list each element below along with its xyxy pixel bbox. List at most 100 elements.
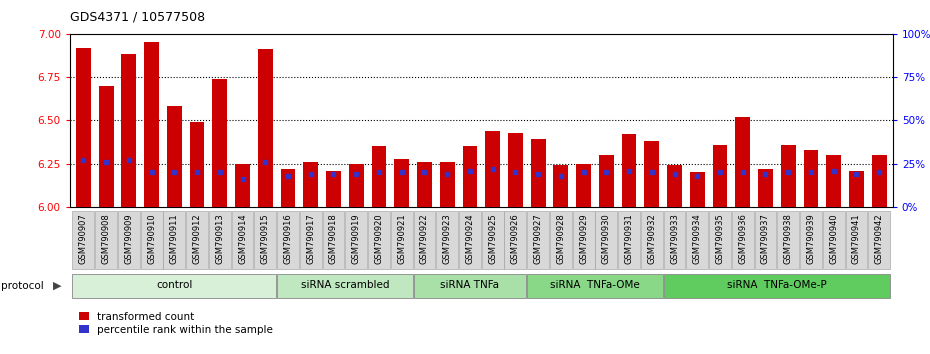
Bar xyxy=(299,211,322,269)
Bar xyxy=(140,211,163,269)
Text: GSM790912: GSM790912 xyxy=(193,213,202,264)
Text: GSM790925: GSM790925 xyxy=(488,213,498,264)
Bar xyxy=(462,147,477,207)
Bar xyxy=(826,155,841,207)
Bar xyxy=(849,171,864,207)
Bar xyxy=(95,211,117,269)
Bar xyxy=(732,211,753,269)
Bar xyxy=(618,211,640,269)
Text: GSM790907: GSM790907 xyxy=(79,213,88,264)
Bar xyxy=(482,211,503,269)
Text: GSM790940: GSM790940 xyxy=(830,213,838,264)
Bar xyxy=(167,107,181,207)
Bar xyxy=(641,211,663,269)
Bar xyxy=(391,211,413,269)
Text: GSM790927: GSM790927 xyxy=(534,213,542,264)
Bar xyxy=(577,164,591,207)
Bar xyxy=(372,147,386,207)
Bar xyxy=(527,274,663,298)
Text: GSM790933: GSM790933 xyxy=(670,213,679,264)
Text: siRNA TNFa: siRNA TNFa xyxy=(441,280,499,290)
Text: GSM790931: GSM790931 xyxy=(625,213,633,264)
Bar xyxy=(823,211,844,269)
Bar xyxy=(621,134,636,207)
Bar xyxy=(323,211,344,269)
Bar xyxy=(599,155,614,207)
Bar xyxy=(440,162,455,207)
Text: GSM790934: GSM790934 xyxy=(693,213,702,264)
Text: GSM790926: GSM790926 xyxy=(511,213,520,264)
Text: siRNA scrambled: siRNA scrambled xyxy=(300,280,389,290)
Bar xyxy=(144,42,159,207)
Text: control: control xyxy=(156,280,193,290)
Text: GSM790924: GSM790924 xyxy=(465,213,474,264)
Bar xyxy=(277,211,299,269)
Bar xyxy=(845,211,868,269)
Bar xyxy=(368,211,390,269)
Bar xyxy=(754,211,777,269)
Bar xyxy=(777,211,799,269)
Bar xyxy=(164,211,185,269)
Bar xyxy=(573,211,594,269)
Bar xyxy=(186,211,208,269)
Text: GSM790941: GSM790941 xyxy=(852,213,861,264)
Bar xyxy=(531,139,546,207)
Bar xyxy=(869,211,890,269)
Text: GSM790910: GSM790910 xyxy=(147,213,156,264)
Bar xyxy=(212,79,227,207)
Bar xyxy=(667,165,682,207)
Bar xyxy=(758,169,773,207)
Text: GSM790911: GSM790911 xyxy=(170,213,179,264)
Text: GSM790936: GSM790936 xyxy=(738,213,747,264)
Bar xyxy=(235,164,250,207)
Bar xyxy=(712,145,727,207)
Text: GSM790937: GSM790937 xyxy=(761,213,770,264)
Bar xyxy=(550,211,572,269)
Bar xyxy=(527,211,549,269)
Text: GSM790928: GSM790928 xyxy=(556,213,565,264)
Bar xyxy=(303,162,318,207)
Bar xyxy=(394,159,409,207)
Bar xyxy=(190,122,205,207)
Bar xyxy=(553,165,568,207)
Text: GSM790913: GSM790913 xyxy=(216,213,224,264)
Text: GDS4371 / 10577508: GDS4371 / 10577508 xyxy=(70,11,205,24)
Bar xyxy=(118,211,140,269)
Text: GSM790929: GSM790929 xyxy=(579,213,588,264)
Bar xyxy=(417,162,432,207)
Bar xyxy=(686,211,708,269)
Bar xyxy=(804,150,818,207)
Text: GSM790917: GSM790917 xyxy=(306,213,315,264)
Text: GSM790916: GSM790916 xyxy=(284,213,293,264)
Bar xyxy=(485,131,500,207)
Text: GSM790918: GSM790918 xyxy=(329,213,338,264)
Text: GSM790939: GSM790939 xyxy=(806,213,816,264)
Text: GSM790919: GSM790919 xyxy=(352,213,361,264)
Bar xyxy=(349,164,364,207)
Bar xyxy=(326,171,341,207)
Bar xyxy=(871,155,886,207)
Bar xyxy=(99,86,113,207)
Bar xyxy=(73,211,94,269)
Text: GSM790915: GSM790915 xyxy=(260,213,270,264)
Bar xyxy=(690,172,705,207)
Bar xyxy=(508,132,523,207)
Bar xyxy=(504,211,526,269)
Bar xyxy=(345,211,367,269)
Bar xyxy=(644,141,659,207)
Bar xyxy=(709,211,731,269)
Bar xyxy=(781,145,795,207)
Bar xyxy=(736,117,751,207)
Bar xyxy=(122,55,137,207)
Text: ▶: ▶ xyxy=(53,281,61,291)
Bar xyxy=(255,211,276,269)
Text: GSM790942: GSM790942 xyxy=(874,213,883,264)
Text: GSM790922: GSM790922 xyxy=(420,213,429,264)
Text: GSM790921: GSM790921 xyxy=(397,213,406,264)
Bar xyxy=(595,211,618,269)
Text: protocol: protocol xyxy=(1,281,44,291)
Text: GSM790909: GSM790909 xyxy=(125,213,133,264)
Bar xyxy=(664,211,685,269)
Bar xyxy=(209,211,231,269)
Text: GSM790914: GSM790914 xyxy=(238,213,247,264)
